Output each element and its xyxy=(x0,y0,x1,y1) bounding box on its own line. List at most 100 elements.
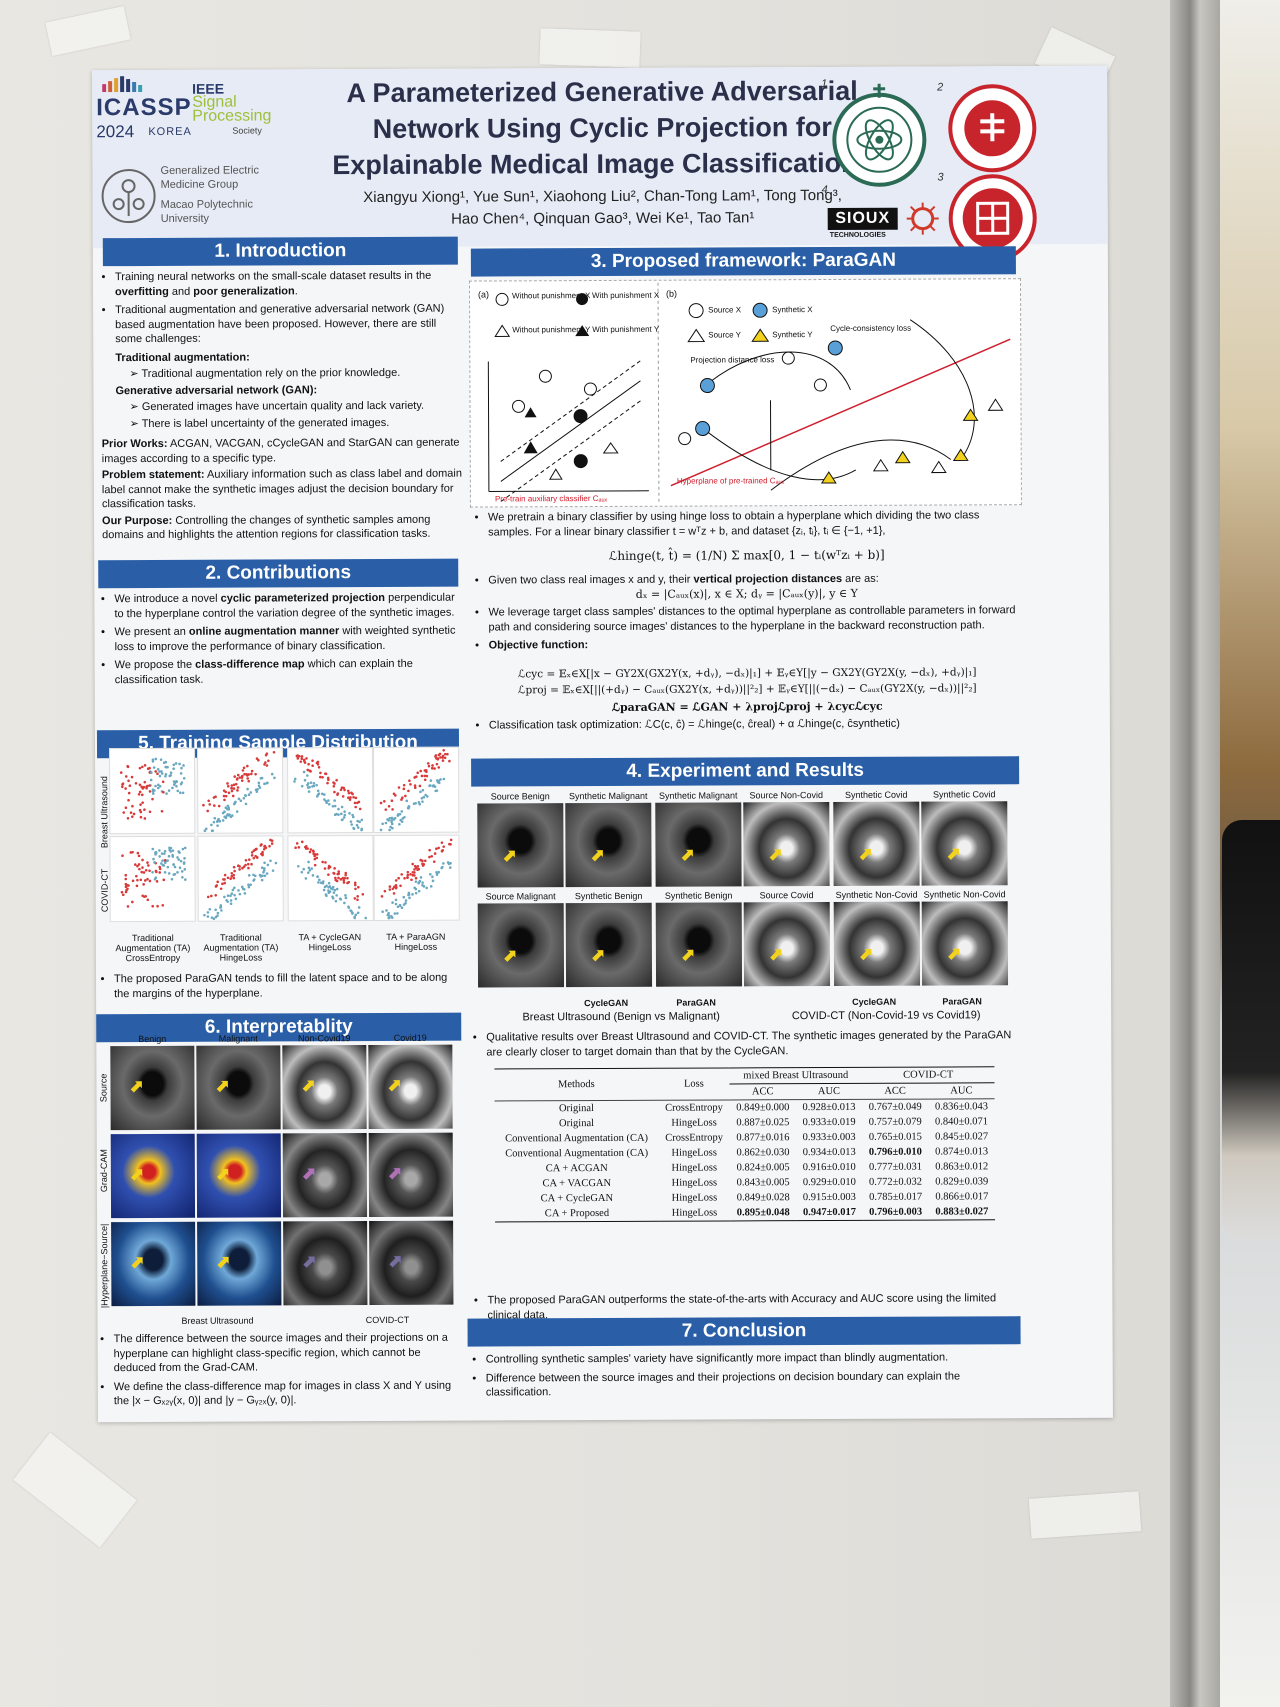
tape-bottom-right xyxy=(1028,1491,1142,1539)
highlight-arrow-icon: ⬈ xyxy=(128,1076,144,1097)
dist-col-4: TA + ParaAGN HingeLoss xyxy=(386,931,446,952)
exp-method-1: CycleGAN xyxy=(584,997,629,1009)
highlight-arrow-icon: ⬈ xyxy=(501,845,517,866)
table-cell: CA + Proposed xyxy=(495,1205,659,1222)
conclusion-bullet-1: Controlling synthetic samples' variety h… xyxy=(486,1350,1017,1367)
table-cell: 0.840±0.071 xyxy=(934,1116,989,1128)
hyperplane-caption: Hyperplane of pre-trained Cₐᵤₓ xyxy=(676,476,785,486)
table-cell: 0.765±0.015 xyxy=(868,1131,922,1143)
table-cell: 0.934±0.013 xyxy=(802,1146,856,1159)
icassp-name: ICASSP xyxy=(96,93,192,122)
interp-caption-1: Breast Ultrasound xyxy=(181,1315,254,1326)
affil-num-4: 4 xyxy=(821,184,828,197)
cyc-equation: ℒcyc = 𝔼ₓ∈X[|x − GY2X(GX2Y(x, +dᵧ), −dₓ)… xyxy=(517,666,977,681)
experiment-image-2-4: ⬈ xyxy=(743,902,831,987)
contrib-1: We introduce a novel cyclic parameterize… xyxy=(114,591,460,622)
exp-note-1-text: Qualitative results over Breast Ultrasou… xyxy=(486,1028,1017,1059)
table-cell: 0.862±0.030 xyxy=(736,1147,790,1159)
highlight-arrow-icon: ⬈ xyxy=(857,843,873,864)
table-cell: 0.895±0.048 xyxy=(730,1205,797,1221)
table-cell: 0.843±0.005 xyxy=(736,1177,790,1189)
experiment-image-2-5: ⬈ xyxy=(833,901,921,986)
highlight-arrow-icon: ⬈ xyxy=(300,1163,317,1184)
table-cell: 0.928±0.013 xyxy=(795,1099,863,1116)
intro-b1-bold-1: overfitting xyxy=(114,285,169,298)
scatter-plot-1-3 xyxy=(287,747,374,834)
table-cell: 0.933±0.019 xyxy=(802,1116,856,1129)
interp-col-label: Malignant xyxy=(218,1033,258,1044)
proj-equation: ℒproj = 𝔼ₓ∈X[||(+dᵧ) − Cₐᵤₓ(GX2Y(x, +dᵧ)… xyxy=(517,682,977,697)
proj-loss-label: Projection distance loss xyxy=(690,355,775,365)
highlight-arrow-icon: ⬈ xyxy=(501,945,518,966)
experiment-image-label: Synthetic Non-Covid xyxy=(923,889,1006,900)
table-cell: 0.772±0.032 xyxy=(869,1176,923,1188)
cyc-loss-label: Cycle-consistency loss xyxy=(830,323,912,334)
experiment-image-2-1: ⬈ xyxy=(477,903,565,988)
experiment-image-2-3: ⬈ xyxy=(655,902,743,987)
intro-b1-text-c: . xyxy=(294,284,298,297)
trad-item: ➢ Traditional augmentation rely on the p… xyxy=(129,366,401,381)
b2-a: Given two class real images x and y, the… xyxy=(488,573,694,587)
conclusion-body: Controlling synthetic samples' variety h… xyxy=(472,1350,1017,1404)
interp-col-label: Benign xyxy=(138,1033,167,1045)
prior-head: Prior Works: xyxy=(101,437,168,451)
legend-with-y: With punishment Y xyxy=(592,324,660,335)
interp-caption-2: COVID-CT xyxy=(365,1314,410,1326)
interp-col-label: Covid19 xyxy=(393,1032,427,1043)
scatter-plot-2-3 xyxy=(287,835,374,922)
contrib-3-b: class-difference map xyxy=(195,658,305,671)
conclusion-heading: 7. Conclusion xyxy=(467,1316,1021,1347)
highlight-arrow-icon: ⬈ xyxy=(589,844,605,866)
th-group-2: COVID-CT xyxy=(861,1066,995,1084)
scatter-plot-1-2 xyxy=(197,747,284,834)
dist-row-label-1: Breast Ultrasound xyxy=(99,776,110,849)
experiment-image-label: Source Non-Covid xyxy=(749,790,824,801)
experiment-heading: 4. Experiment and Results xyxy=(471,756,1020,787)
scatter-points xyxy=(202,750,276,833)
exp-group-1: Breast Ultrasound (Benign vs Malignant) xyxy=(522,1010,720,1024)
framework-bullet-3: We leverage target class samples' distan… xyxy=(488,603,1019,634)
b2-b: vertical projection distances xyxy=(693,572,843,586)
total-equation: ℒparaGAN = ℒGAN + λprojℒproj + λcycℒcyc xyxy=(611,699,883,714)
framework-bullet-4: Classification task optimization: ℒC(c, … xyxy=(489,716,1020,733)
sioux-logo: SIOUX xyxy=(827,207,898,231)
contrib-3: We propose the class-difference map whic… xyxy=(115,657,461,688)
gan-item-2-text: There is label uncertainty of the genera… xyxy=(141,416,390,430)
interp-image-2-3: ⬈ xyxy=(282,1133,368,1218)
legend-with-x: With punishment X xyxy=(592,290,660,301)
table-cell: CrossEntropy xyxy=(658,1099,730,1116)
icassp-logo: ICASSP 2024 KOREA xyxy=(96,71,266,142)
framework-bullet-2: Given two class real images x and y, the… xyxy=(488,571,1019,588)
hinge-equation: ℒhinge(t, t̂) = (1/N) Σ max[0, 1 − tᵢ(wᵀ… xyxy=(608,547,885,563)
exp-group-2: COVID-CT (Non-Covid-19 vs Covid19) xyxy=(791,1009,981,1023)
scatter-points xyxy=(293,754,364,832)
scatter-points xyxy=(119,757,186,820)
highlight-arrow-icon: ⬈ xyxy=(767,844,783,865)
intro-body: Training neural networks on the small-sc… xyxy=(101,269,464,545)
univ-name: Macao Polytechnic University xyxy=(161,198,253,226)
scatter-points xyxy=(380,838,453,920)
experiment-image-2-2: ⬈ xyxy=(565,902,653,988)
dist-col-3: TA + CycleGAN HingeLoss xyxy=(298,932,362,953)
legend-synth-x: Synthetic X xyxy=(772,305,813,315)
gan-item-2: ➢ There is label uncertainty of the gene… xyxy=(129,416,390,430)
trad-item-text: Traditional augmentation rely on the pri… xyxy=(141,366,401,381)
table-cell: 0.877±0.016 xyxy=(736,1132,790,1144)
highlight-arrow-icon: ⬈ xyxy=(387,1250,403,1271)
contrib-3-a: We propose the xyxy=(114,658,196,672)
interp-image-2-1: ⬈ xyxy=(110,1133,196,1219)
fig-a-label: (a) xyxy=(478,289,490,300)
interp-body: The difference between the source images… xyxy=(100,1331,462,1413)
scatter-grid xyxy=(92,66,1107,923)
table-cell: 0.866±0.017 xyxy=(935,1191,989,1203)
framework-diagram xyxy=(487,282,1011,504)
tape-top-center xyxy=(539,28,641,68)
gem-group-logo: Generalized Electric Medicine Group Maca… xyxy=(100,155,280,242)
trad-head-text: Traditional augmentation: xyxy=(115,351,250,364)
table-cell: HingeLoss xyxy=(671,1117,717,1129)
contrib-2-a: We present an xyxy=(114,625,189,639)
intro-bullet-1: Training neural networks on the small-sc… xyxy=(115,269,463,300)
scatter-points xyxy=(379,748,451,832)
table-cell: 0.929±0.010 xyxy=(802,1176,856,1189)
our-purpose: Our Purpose: Controlling the changes of … xyxy=(102,512,464,543)
